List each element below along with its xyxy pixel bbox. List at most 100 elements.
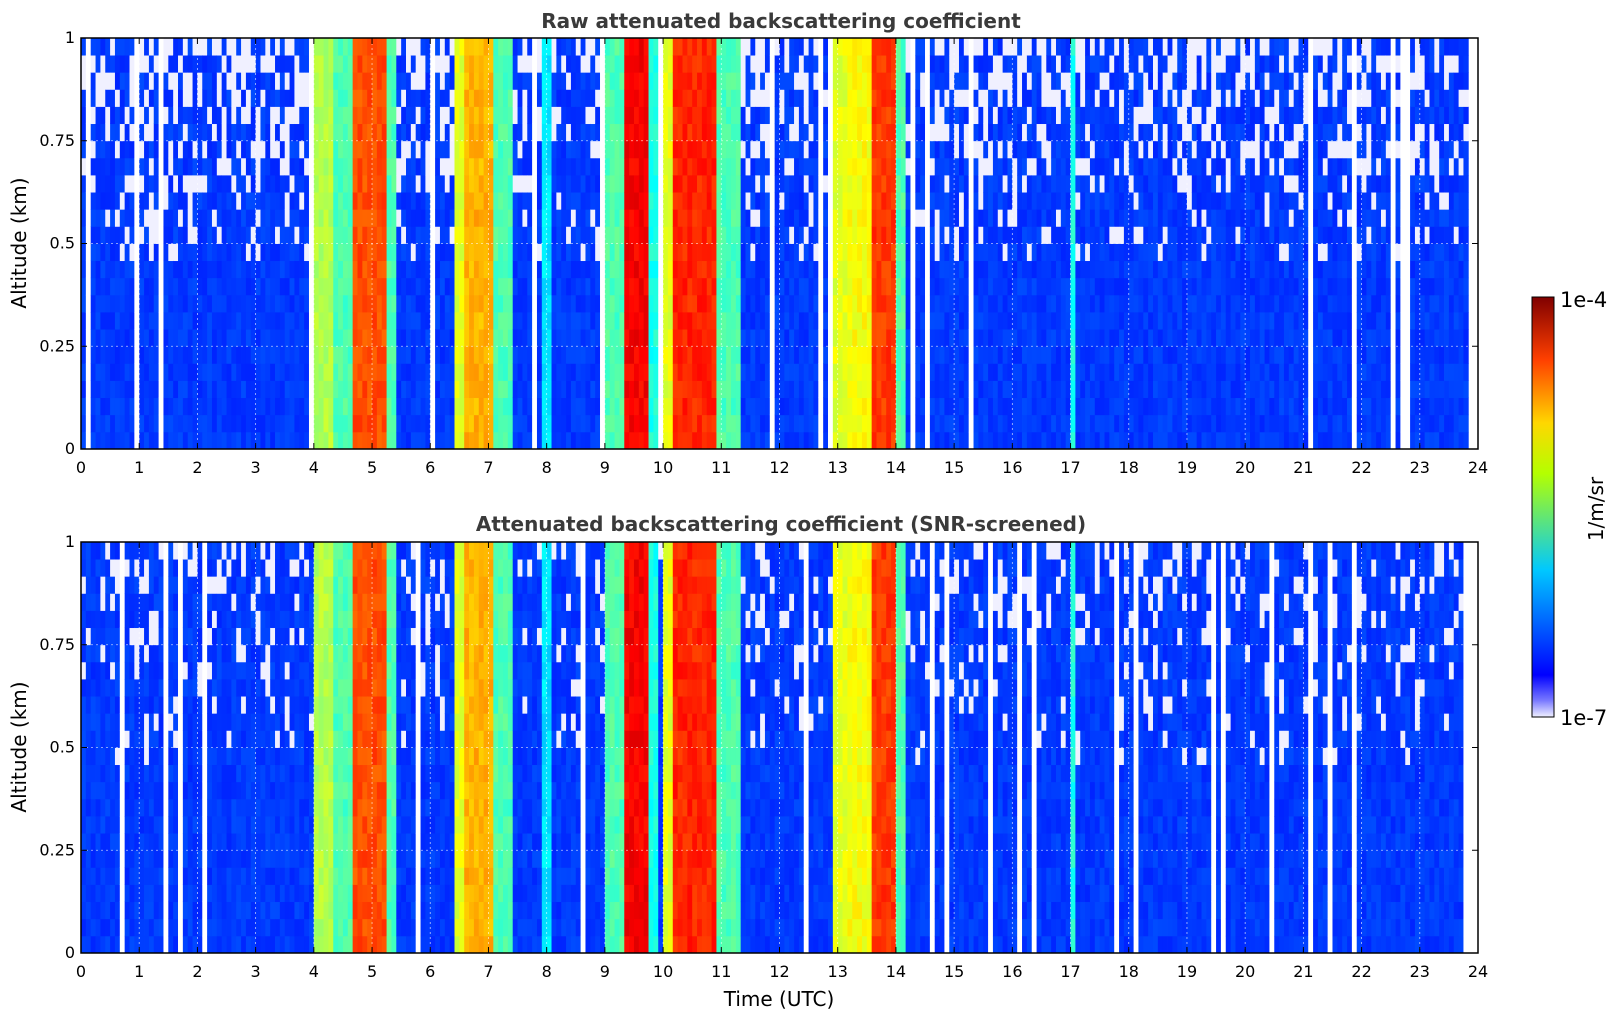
heatmap-cell: [352, 192, 358, 210]
heatmap-cell: [755, 140, 761, 159]
heatmap-cell: [313, 380, 320, 399]
heatmap-cell: [250, 175, 257, 193]
heatmap-cell: [828, 106, 834, 125]
heatmap-cell: [110, 346, 116, 364]
heatmap-cell: [498, 346, 504, 364]
heatmap-cell: [85, 243, 92, 262]
heatmap-cell: [837, 363, 843, 381]
heatmap-cell: [726, 431, 732, 450]
heatmap-cell: [629, 72, 635, 90]
heatmap-cell: [512, 277, 518, 296]
heatmap-cell: [677, 140, 683, 159]
heatmap-cell: [871, 72, 877, 90]
heatmap-cell: [706, 140, 712, 159]
heatmap-cell: [304, 312, 310, 330]
heatmap-cell: [207, 277, 213, 296]
heatmap-cell: [643, 140, 649, 159]
heatmap-cell: [585, 329, 591, 347]
heatmap-cell: [697, 243, 703, 262]
heatmap-cell: [512, 346, 518, 364]
heatmap-cell: [774, 209, 780, 227]
heatmap-cell: [304, 380, 310, 399]
heatmap-cell: [944, 260, 950, 279]
heatmap-cell: [920, 140, 926, 159]
heatmap-cell: [498, 38, 504, 56]
heatmap-cell: [740, 157, 746, 176]
heatmap-cell: [750, 260, 756, 279]
heatmap-cell: [333, 243, 339, 262]
heatmap-cell: [978, 431, 984, 450]
heatmap-cell: [711, 312, 717, 330]
heatmap-cell: [139, 260, 145, 279]
heatmap-cell: [730, 192, 737, 210]
heatmap-cell: [672, 294, 679, 313]
heatmap-cell: [633, 106, 640, 125]
heatmap-cell: [590, 123, 596, 142]
heatmap-cell: [439, 140, 446, 159]
heatmap-cell: [284, 106, 290, 125]
heatmap-cell: [842, 346, 848, 364]
heatmap-cell: [818, 397, 824, 416]
heatmap-cell: [148, 89, 155, 107]
heatmap-cell: [503, 38, 509, 56]
heatmap-cell: [488, 294, 494, 313]
heatmap-cell: [711, 192, 717, 210]
heatmap-cell: [735, 414, 742, 433]
heatmap-cell: [672, 140, 679, 159]
heatmap-cell: [624, 72, 630, 90]
heatmap-cell: [910, 175, 916, 193]
heatmap-cell: [925, 55, 931, 73]
heatmap-cell: [114, 243, 121, 262]
heatmap-cell: [129, 140, 135, 159]
heatmap-cell: [536, 192, 543, 210]
heatmap-cell: [372, 397, 378, 416]
heatmap-cell: [769, 157, 776, 176]
heatmap-cell: [1046, 192, 1052, 210]
heatmap-cell: [439, 329, 446, 347]
heatmap-cell: [236, 140, 242, 159]
heatmap-cell: [114, 312, 121, 330]
heatmap-cell: [178, 260, 184, 279]
heatmap-cell: [823, 260, 829, 279]
heatmap-cell: [430, 277, 436, 296]
heatmap-cell: [1070, 380, 1076, 399]
heatmap-cell: [255, 260, 261, 279]
heatmap-cell: [279, 157, 286, 176]
heatmap-cell: [134, 294, 140, 313]
heatmap-cell: [774, 380, 780, 399]
heatmap-cell: [454, 123, 460, 142]
heatmap-cell: [512, 157, 518, 176]
heatmap-cell: [638, 226, 645, 244]
heatmap-cell: [648, 38, 654, 56]
heatmap-cell: [866, 72, 873, 90]
heatmap-cell: [1070, 192, 1076, 210]
heatmap-cell: [134, 106, 140, 125]
heatmap-cell: [362, 277, 368, 296]
heatmap-cell: [682, 363, 688, 381]
heatmap-cell: [158, 431, 164, 450]
heatmap-cell: [881, 140, 887, 159]
heatmap-cell: [435, 89, 441, 107]
heatmap-cell: [692, 414, 698, 433]
heatmap-cell: [342, 123, 349, 142]
heatmap-cell: [769, 260, 776, 279]
heatmap-cell: [629, 294, 635, 313]
heatmap-cell: [532, 226, 538, 244]
heatmap-cell: [386, 312, 392, 330]
heatmap-cell: [265, 192, 271, 210]
heatmap-cell: [342, 175, 349, 193]
heatmap-cell: [638, 277, 645, 296]
heatmap-cell: [701, 38, 708, 56]
heatmap-cell: [144, 140, 150, 159]
heatmap-cell: [211, 414, 218, 433]
heatmap-cell: [299, 226, 305, 244]
heatmap-cell: [216, 380, 223, 399]
heatmap-cell: [498, 157, 504, 176]
heatmap-cell: [372, 123, 378, 142]
heatmap-cell: [459, 294, 465, 313]
heatmap-cell: [464, 260, 470, 279]
heatmap-cell: [425, 380, 431, 399]
heatmap-cell: [493, 260, 499, 279]
heatmap-cell: [182, 140, 189, 159]
heatmap-cell: [202, 209, 208, 227]
